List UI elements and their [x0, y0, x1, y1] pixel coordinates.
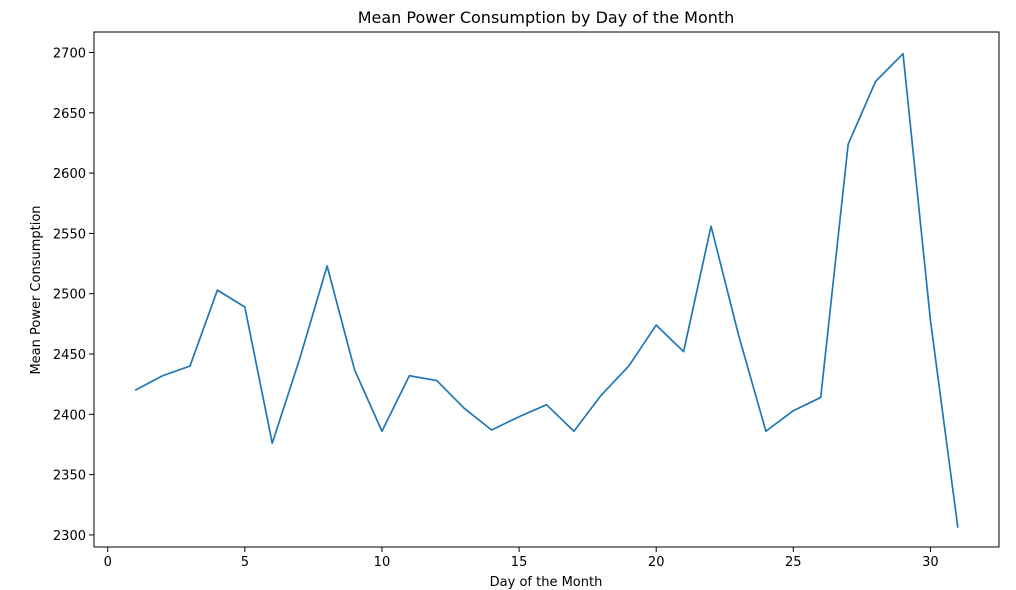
- y-tick-label: 2700: [53, 47, 86, 62]
- y-tick-label: 2450: [53, 348, 86, 363]
- x-tick-label: 10: [374, 555, 391, 570]
- x-tick-label: 30: [922, 555, 939, 570]
- x-tick-label: 20: [648, 555, 665, 570]
- x-axis: 0 5 10 15 20 25 30: [104, 547, 939, 570]
- x-tick-label: 15: [511, 555, 528, 570]
- y-tick-label: 2350: [53, 469, 86, 484]
- y-tick-label: 2550: [53, 227, 86, 242]
- y-tick-label: 2650: [53, 107, 86, 122]
- y-tick-label: 2600: [53, 167, 86, 182]
- x-axis-label: Day of the Month: [490, 575, 603, 590]
- series-line: [134, 52, 959, 528]
- y-tick-label: 2400: [53, 408, 86, 423]
- y-axis: 2300 2350 2400 2450 2500 2550 2600 2650 2700: [53, 47, 94, 544]
- x-tick-label: 25: [785, 555, 802, 570]
- x-tick-label: 0: [104, 555, 112, 570]
- plot-area: [134, 52, 959, 528]
- chart-title: Mean Power Consumption by Day of the Mon…: [358, 8, 735, 27]
- x-tick-label: 5: [241, 555, 249, 570]
- plot-frame: [93, 31, 1000, 548]
- y-axis-label: Mean Power Consumption: [29, 205, 44, 374]
- y-tick-label: 2300: [53, 529, 86, 544]
- y-tick-label: 2500: [53, 288, 86, 303]
